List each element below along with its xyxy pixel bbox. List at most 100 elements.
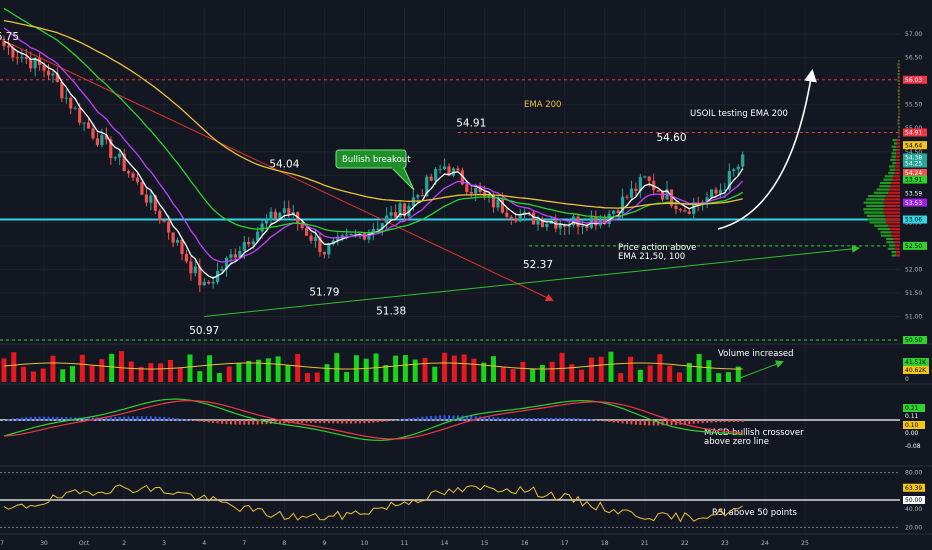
candle-body — [394, 212, 398, 218]
volume-bar — [520, 361, 526, 382]
candle-body — [509, 216, 513, 219]
time-tick-14: 17 — [561, 540, 569, 547]
macd-histogram-bar — [554, 417, 557, 421]
price-label-5: 54.91 — [456, 117, 486, 129]
macd-histogram-bar — [559, 417, 562, 421]
macd-histogram-bar — [688, 420, 691, 425]
profile-bar-down — [899, 59, 900, 63]
candle-body — [162, 220, 166, 222]
candle — [238, 245, 242, 259]
candle — [394, 204, 398, 218]
candle — [705, 191, 709, 209]
macd-histogram-bar — [114, 416, 117, 421]
price-tag-bg — [903, 128, 927, 137]
macd-tag-text: 0.10 — [905, 422, 919, 429]
macd-pane: 0.210.110.100.00-0.080.210.110.100.00-0.… — [0, 398, 925, 450]
profile-bar-up — [863, 208, 884, 211]
price-tag-bg — [903, 153, 927, 162]
price-tag-text: 53.53 — [905, 200, 922, 207]
price-tag: 53.59 — [903, 189, 927, 197]
macd-histogram-bar — [229, 420, 232, 425]
price-tag-bg — [903, 159, 927, 168]
candle — [376, 221, 380, 231]
macd-histogram-bar — [385, 420, 388, 422]
time-tick-15: 18 — [601, 540, 609, 547]
time-tick-7: 8 — [282, 540, 286, 547]
candle — [46, 64, 51, 80]
macd-histogram-bar — [203, 420, 206, 422]
profile-bar-up — [898, 135, 900, 138]
candle-body — [242, 241, 246, 251]
profile-bar-up — [897, 69, 900, 73]
volume-bar — [471, 358, 477, 382]
candle-body — [616, 210, 620, 214]
volume-bar — [716, 373, 722, 382]
macd-histogram-bar — [723, 420, 726, 423]
candle — [558, 218, 562, 235]
profile-bar-down — [898, 66, 900, 69]
macd-histogram-bar — [439, 415, 442, 421]
candle — [20, 49, 24, 63]
profile-bar-down — [892, 178, 900, 181]
profile-bar-up — [898, 112, 900, 115]
candle-body — [291, 212, 295, 214]
macd-histogram-bar — [519, 418, 522, 421]
price-tag: 54.64 — [903, 141, 927, 149]
price-tag-bg — [903, 175, 927, 184]
macd-histogram-bar — [3, 420, 5, 421]
macd-histogram-bar — [310, 420, 313, 423]
price-tag-text: 54.38 — [905, 155, 922, 162]
volume-bar — [530, 368, 536, 382]
volume-bar — [344, 371, 350, 382]
macd-line — [3, 398, 743, 441]
volume-bar — [667, 365, 673, 382]
candle-body — [380, 223, 384, 229]
profile-bar-up — [889, 168, 896, 171]
profile-bar-up — [898, 83, 900, 86]
candle-body — [11, 47, 15, 58]
candle-body — [434, 169, 438, 181]
macd-histogram-bar — [599, 420, 602, 421]
profile-bar-up — [897, 96, 900, 99]
macd-histogram-bar — [612, 420, 615, 423]
candle-body — [545, 223, 549, 228]
volume-bar — [677, 372, 683, 382]
candle-body — [229, 254, 233, 258]
candle — [313, 228, 318, 248]
volume-bar — [11, 352, 17, 382]
profile-bar-up — [891, 251, 897, 254]
price-tag-text: 54.25 — [905, 161, 922, 168]
price-tick: 54.50 — [905, 149, 922, 156]
profile-bar-down — [898, 106, 900, 109]
price-tag-text: 53.91 — [905, 177, 922, 184]
macd-tag-bg — [903, 421, 925, 429]
breakout-callout: Bullish breakout — [335, 149, 415, 191]
signal-line — [3, 399, 743, 440]
time-tick-18: 23 — [721, 540, 729, 547]
candle — [732, 168, 736, 177]
volume-bar — [216, 373, 222, 382]
profile-bar-up — [880, 231, 892, 234]
volume-bar — [285, 365, 291, 382]
candle-body — [456, 168, 460, 171]
macd-histogram-bar — [425, 416, 428, 421]
candle-body — [100, 135, 104, 146]
volume-bar — [118, 351, 124, 382]
candle — [438, 164, 442, 174]
profile-bar-up — [892, 139, 897, 142]
candle-body — [318, 237, 322, 252]
profile-bar-down — [896, 251, 900, 254]
candle-body — [487, 194, 491, 197]
candle — [723, 182, 727, 199]
price-tag-text: 52.50 — [905, 243, 922, 250]
volume-bar — [500, 367, 506, 382]
time-tick-2: Oct — [79, 540, 90, 547]
macd-histogram-bar — [123, 416, 126, 421]
profile-bar-up — [891, 145, 897, 148]
candle-body — [135, 177, 140, 182]
profile-bar-up — [879, 181, 891, 185]
macd-histogram-bar — [261, 420, 264, 425]
macd-histogram-bar — [630, 420, 633, 425]
macd-histogram-bar — [149, 416, 152, 421]
